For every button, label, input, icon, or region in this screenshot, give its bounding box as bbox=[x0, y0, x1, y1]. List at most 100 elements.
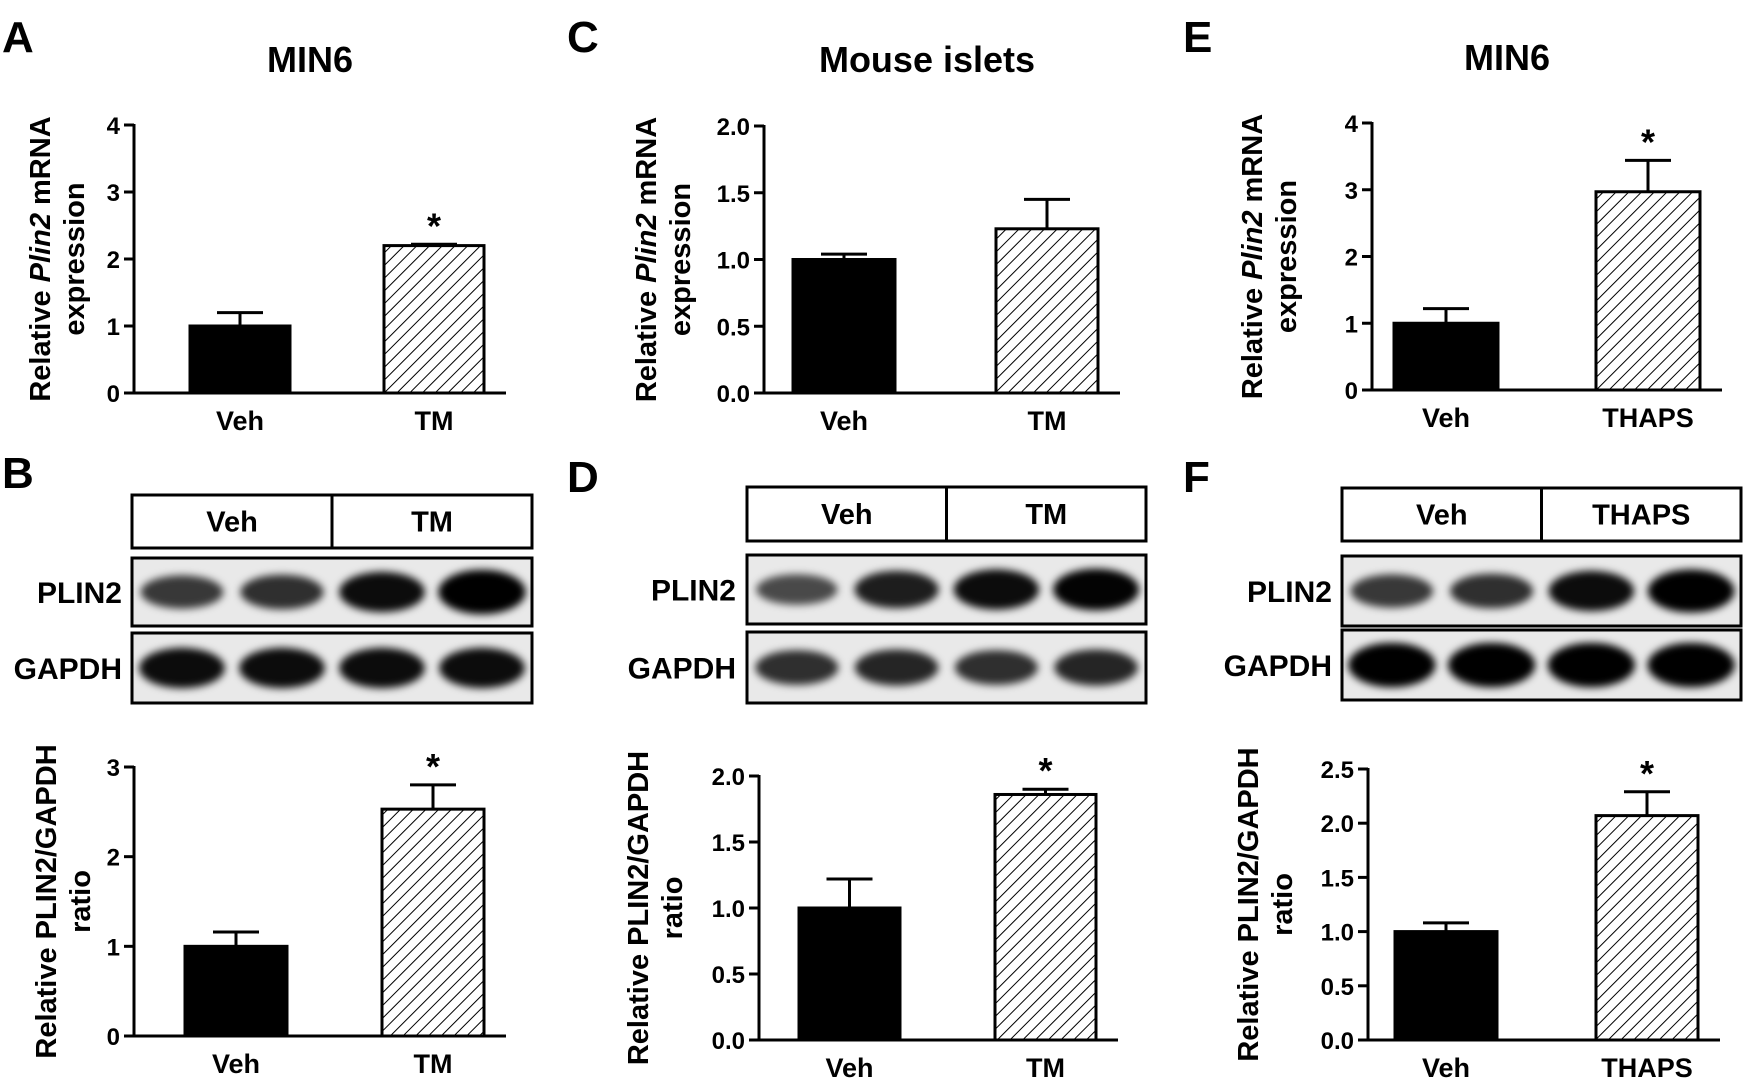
significance-marker: * bbox=[1038, 750, 1052, 791]
bar-veh bbox=[797, 906, 902, 1042]
y-axis-label: Relative Plin2 mRNA bbox=[631, 117, 663, 402]
x-category-label: Veh bbox=[1422, 403, 1470, 433]
blot-band bbox=[240, 574, 324, 610]
blot-group-label: Veh bbox=[1416, 500, 1468, 532]
significance-marker: * bbox=[427, 205, 441, 246]
y-tick-label: 1.5 bbox=[1321, 865, 1354, 892]
blot-group-label: THAPS bbox=[1592, 500, 1690, 532]
panel-label-d: D bbox=[567, 453, 599, 502]
x-category-label: THAPS bbox=[1601, 1053, 1693, 1080]
y-tick-label: 0.5 bbox=[1321, 974, 1354, 1001]
panel-label-c: C bbox=[567, 13, 599, 62]
y-tick-label: 0.0 bbox=[1321, 1028, 1354, 1055]
y-axis-label: Relative PLIN2/GAPDH bbox=[1233, 747, 1265, 1061]
blot-group-label: TM bbox=[411, 507, 453, 539]
y-tick-label: 1.5 bbox=[717, 181, 750, 208]
panel-label-a: A bbox=[2, 13, 34, 62]
x-category-label: Veh bbox=[212, 1049, 260, 1079]
bar-veh bbox=[188, 324, 292, 395]
blot-band bbox=[239, 647, 325, 689]
y-tick-label: 2 bbox=[1345, 245, 1358, 272]
bar-treatment bbox=[382, 244, 486, 395]
y-tick-label: 1 bbox=[107, 934, 120, 961]
blot-group-label: Veh bbox=[206, 507, 258, 539]
blot-band bbox=[139, 647, 225, 689]
y-tick-label: 2 bbox=[107, 247, 120, 274]
western-blot-f: Veh THAPS PLIN2 GAPDH bbox=[1224, 486, 1743, 702]
x-category-label: Veh bbox=[825, 1053, 873, 1080]
blot-row-label: GAPDH bbox=[628, 653, 736, 686]
bar-treatment bbox=[1594, 814, 1700, 1042]
y-axis-label-line2: ratio bbox=[65, 870, 97, 933]
y-tick-label: 3 bbox=[107, 180, 120, 207]
bar-treatment bbox=[994, 227, 1100, 395]
blot-row-label: GAPDH bbox=[14, 653, 122, 686]
x-category-label: Veh bbox=[216, 406, 264, 436]
blot-row-label: PLIN2 bbox=[37, 577, 122, 610]
western-blot-b: Veh TM PLIN2 GAPDH bbox=[14, 493, 534, 705]
bar-veh bbox=[791, 258, 897, 395]
y-axis-label-line2: expression bbox=[665, 183, 697, 336]
x-category-label: TM bbox=[1026, 1053, 1065, 1080]
y-tick-label: 2 bbox=[107, 845, 120, 872]
x-category-label: TM bbox=[415, 406, 454, 436]
blot-band bbox=[953, 569, 1040, 610]
bar-treatment bbox=[993, 792, 1098, 1042]
y-tick-label: 1 bbox=[107, 314, 120, 341]
y-tick-label: 1.0 bbox=[1321, 920, 1354, 947]
blot-band bbox=[1053, 568, 1140, 611]
chart-panel-d-quant: 0.0 0.5 1.0 1.5 2.0 Relative PLIN2/GAPDH ratio… bbox=[623, 750, 1118, 1080]
y-tick-label: 2.5 bbox=[1321, 757, 1354, 784]
y-tick-label: 3 bbox=[1345, 178, 1358, 205]
y-tick-label: 0.0 bbox=[717, 381, 750, 408]
panel-label-e: E bbox=[1183, 13, 1212, 62]
blot-group-label: Veh bbox=[821, 499, 873, 531]
blot-band bbox=[1054, 649, 1138, 686]
y-tick-label: 1 bbox=[1345, 311, 1358, 338]
blot-band bbox=[1647, 569, 1735, 613]
blot-band bbox=[1450, 573, 1534, 609]
blot-row-label: PLIN2 bbox=[651, 575, 736, 608]
bar-veh bbox=[1393, 930, 1499, 1042]
y-axis-label-line2: expression bbox=[59, 182, 91, 335]
y-tick-label: 4 bbox=[107, 113, 121, 140]
blot-band bbox=[1348, 642, 1436, 688]
x-category-label: Veh bbox=[1422, 1053, 1470, 1080]
blot-band bbox=[854, 649, 939, 686]
blot-band bbox=[339, 647, 425, 689]
chart-panel-c: Mouse islets 0.0 0.5 1.0 1.5 2.0 Relative Plin… bbox=[631, 39, 1120, 436]
y-tick-label: 2.0 bbox=[1321, 811, 1354, 838]
blot-row-label: PLIN2 bbox=[1247, 576, 1332, 609]
chart-title: Mouse islets bbox=[819, 39, 1035, 80]
blot-band bbox=[1350, 574, 1434, 608]
blot-band bbox=[438, 569, 526, 615]
x-category-label: THAPS bbox=[1602, 403, 1694, 433]
x-category-label: Veh bbox=[820, 406, 868, 436]
bar-veh bbox=[1392, 321, 1500, 392]
blot-band bbox=[854, 570, 939, 609]
blot-band bbox=[1547, 642, 1635, 688]
blot-band bbox=[1548, 570, 1635, 612]
chart-panel-b-quant: 0 1 2 3 Relative PLIN2/GAPDH ratio Veh * TM bbox=[31, 744, 506, 1079]
bar-treatment bbox=[380, 807, 486, 1038]
significance-marker: * bbox=[426, 746, 440, 787]
bar-treatment bbox=[1594, 190, 1702, 392]
y-axis-label-line2: expression bbox=[1271, 180, 1303, 333]
y-tick-label: 0 bbox=[1345, 378, 1358, 405]
y-tick-label: 2.0 bbox=[712, 764, 745, 791]
blot-band bbox=[954, 650, 1038, 685]
blot-band bbox=[756, 574, 838, 605]
significance-marker: * bbox=[1641, 121, 1655, 162]
significance-marker: * bbox=[1640, 753, 1654, 794]
y-tick-label: 0.5 bbox=[712, 962, 745, 989]
chart-title: MIN6 bbox=[267, 39, 353, 80]
y-axis-label-line2: ratio bbox=[657, 877, 689, 940]
blot-band bbox=[1647, 642, 1735, 688]
blot-band bbox=[339, 571, 425, 613]
blot-band bbox=[755, 650, 839, 685]
western-blot-d: Veh TM PLIN2 GAPDH bbox=[628, 485, 1148, 705]
y-tick-label: 2.0 bbox=[717, 114, 750, 141]
chart-panel-f-quant: 0.0 0.5 1.0 1.5 2.0 2.5 Relative PLIN2/GAPDH ra… bbox=[1233, 747, 1720, 1080]
